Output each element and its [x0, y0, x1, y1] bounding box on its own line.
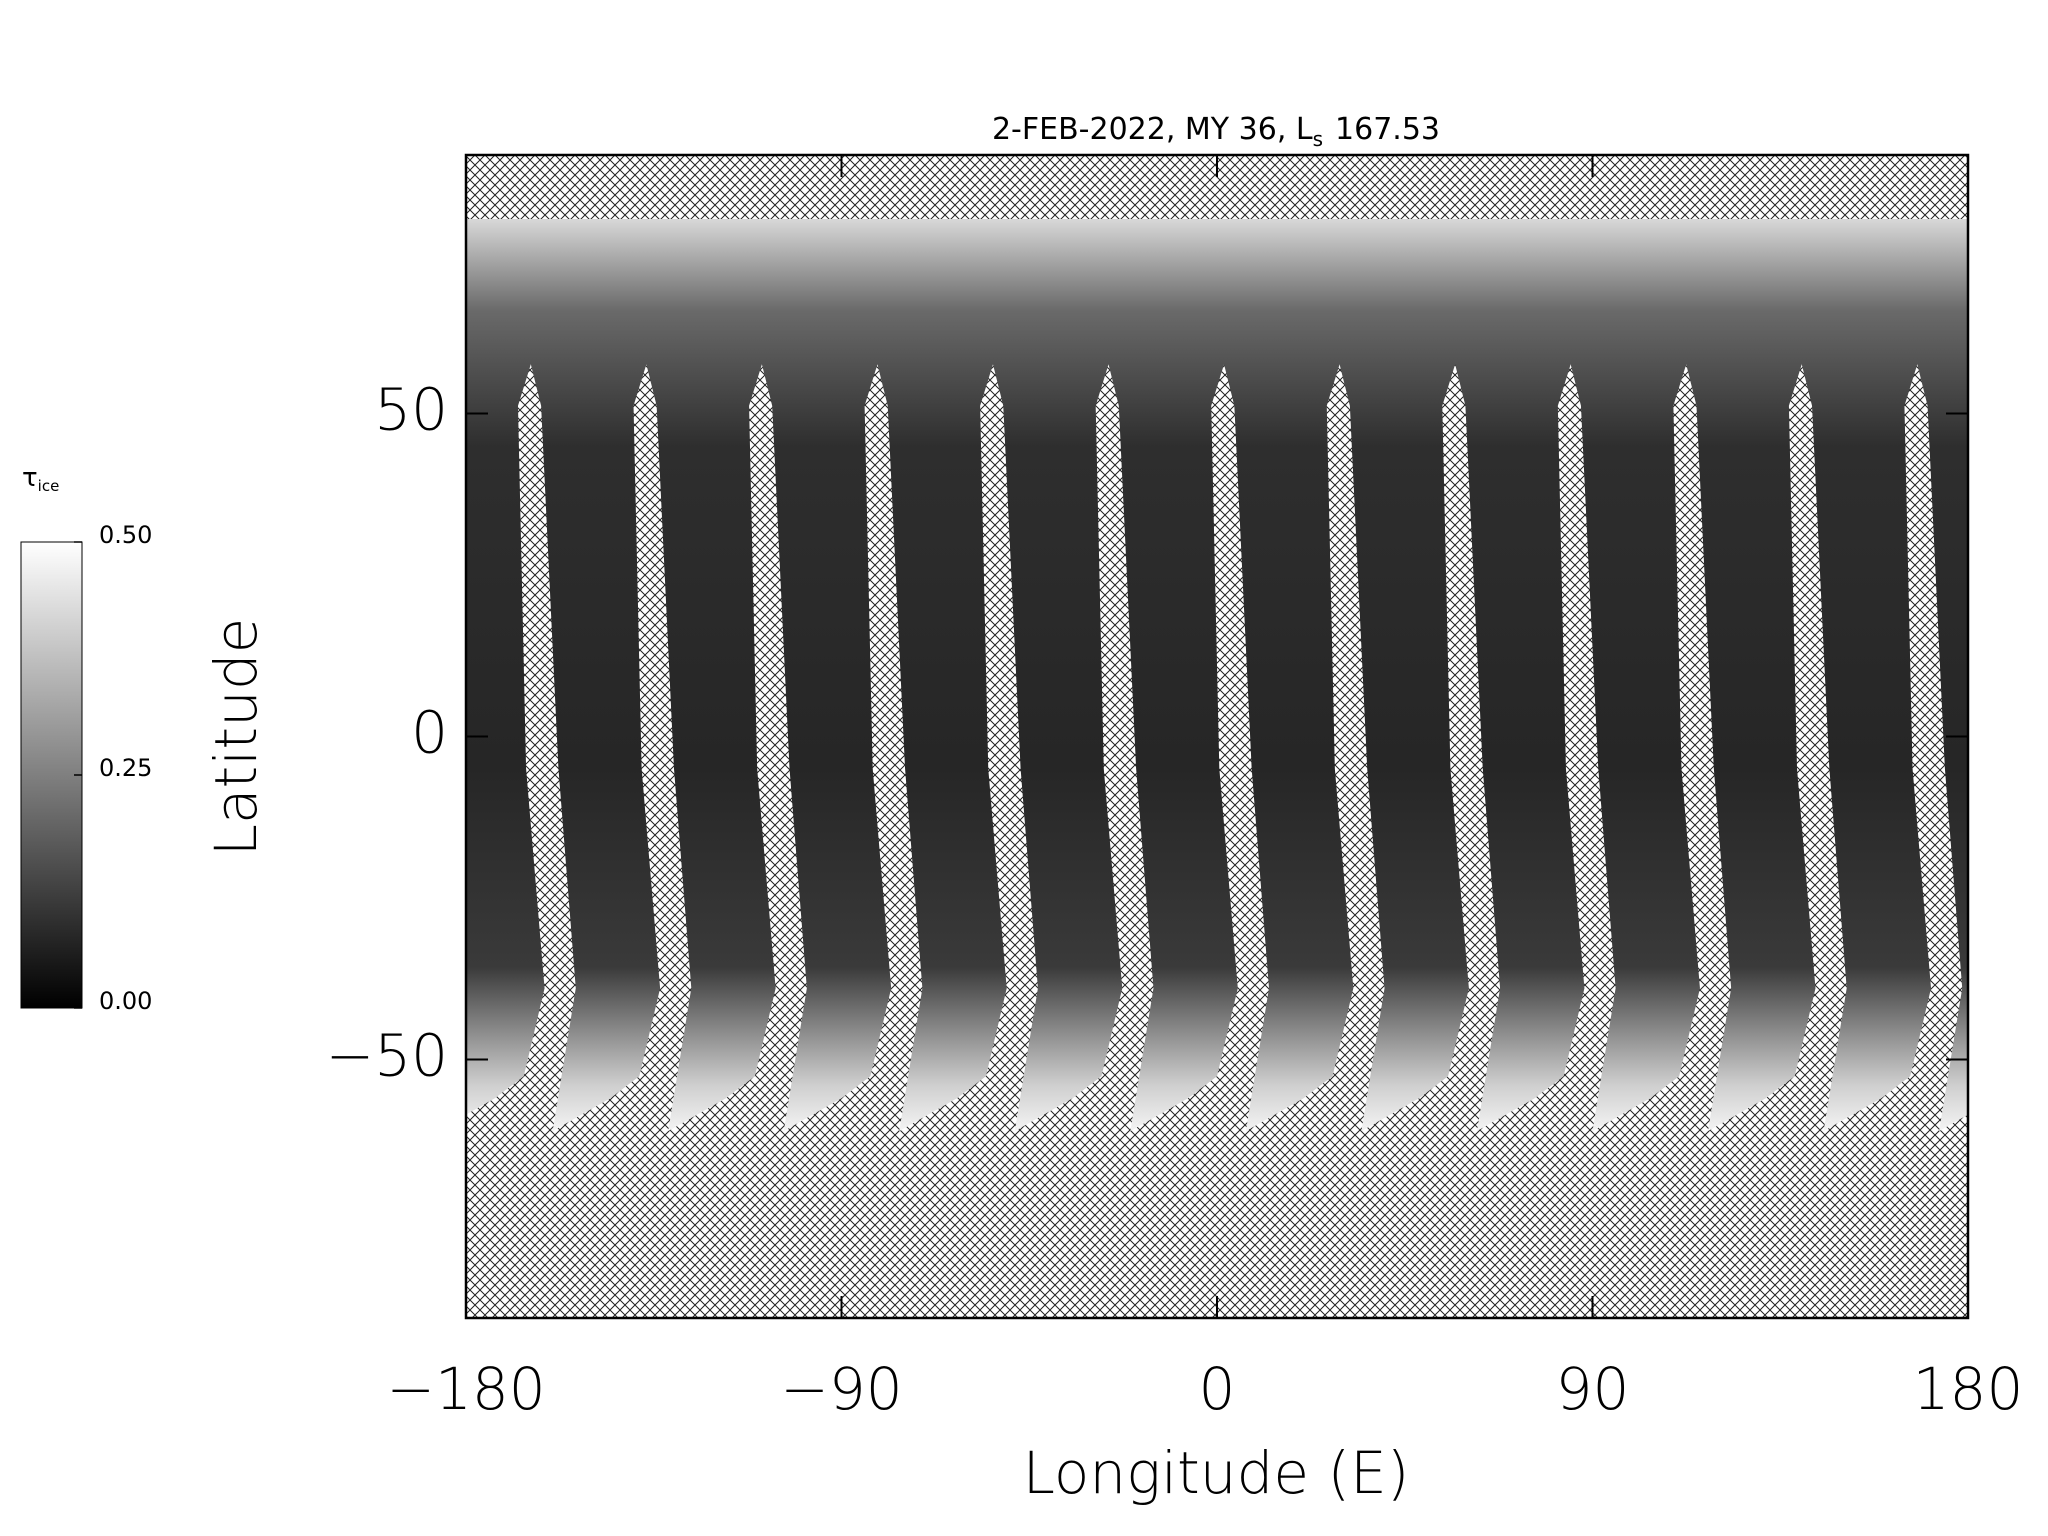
swath: [1188, 218, 1385, 1132]
swath: [1303, 218, 1501, 1132]
colorbar: [20, 541, 83, 1009]
y-tick-label: −50: [326, 1022, 448, 1090]
swath: [1534, 218, 1732, 1132]
swath: [841, 218, 1038, 1132]
y-tick-label: 50: [374, 375, 448, 443]
swath: [494, 218, 692, 1132]
title-subscript: s: [1313, 127, 1323, 151]
y-axis-label: Latitude: [202, 618, 270, 857]
swath: [957, 218, 1154, 1132]
chart-title: 2-FEB-2022, MY 36, Ls 167.53: [992, 112, 1440, 151]
colorbar-label: τice: [22, 463, 59, 495]
y-tick-label: 0: [411, 699, 448, 767]
map-area: [464, 153, 1970, 1320]
swath: [1650, 218, 1847, 1132]
x-tick-label: −180: [386, 1355, 545, 1423]
swath: [1765, 218, 1963, 1132]
x-axis-label: Longitude (E): [1023, 1439, 1410, 1507]
colorbar-symbol: τ: [22, 463, 38, 493]
x-tick-label: 180: [1913, 1355, 2024, 1423]
swath: [1072, 218, 1269, 1132]
swath: [1881, 218, 1968, 1132]
swaths: [466, 218, 1968, 1132]
swath: [725, 218, 923, 1132]
axes: −180 −90 0 90 180 −50 0 50 0.00 0.25 0.50: [20, 155, 2024, 1423]
x-tick-label: 0: [1199, 1355, 1236, 1423]
x-tick-label: 90: [1556, 1355, 1630, 1423]
colorbar-tick-label: 0.00: [99, 987, 152, 1015]
colorbar-tick-label: 0.25: [99, 754, 152, 782]
swath: [466, 218, 576, 1115]
colorbar-subscript: ice: [38, 477, 60, 495]
swath: [1419, 218, 1616, 1132]
swath: [610, 218, 807, 1132]
colorbar-tick-label: 0.50: [99, 521, 152, 549]
title-text: 2-FEB-2022, MY 36, L: [992, 112, 1313, 147]
title-suffix: 167.53: [1335, 112, 1440, 147]
x-tick-label: −90: [780, 1355, 902, 1423]
